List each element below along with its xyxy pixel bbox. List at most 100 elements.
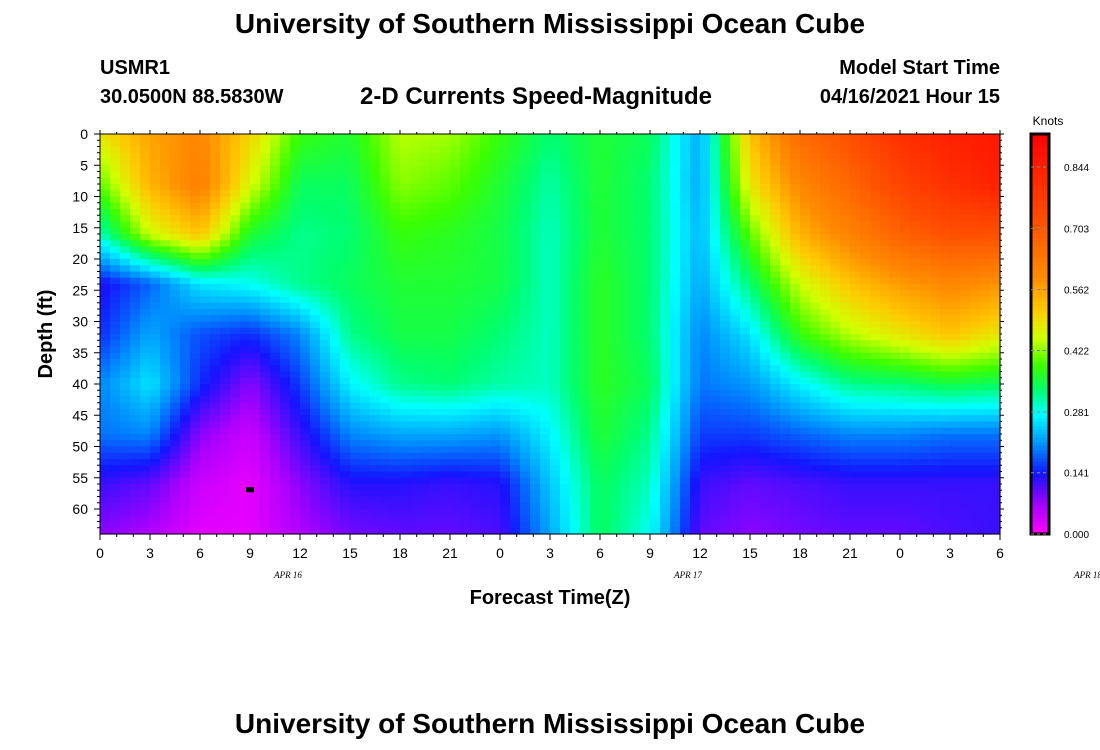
heatmap-cell (620, 415, 631, 423)
heatmap-cell (120, 359, 131, 366)
heatmap-cell (750, 365, 761, 373)
heatmap-cell (250, 290, 261, 298)
heatmap-cell (320, 196, 331, 204)
heatmap-cell (820, 209, 831, 216)
heatmap-cell (310, 309, 321, 316)
heatmap-cell (410, 359, 421, 366)
heatmap-cell (610, 365, 621, 373)
heatmap-cell (770, 402, 781, 410)
heatmap-cell (400, 202, 411, 210)
heatmap-cell (530, 190, 541, 198)
heatmap-cell (250, 227, 261, 235)
heatmap-cell (270, 434, 281, 441)
heatmap-cell (240, 396, 251, 404)
heatmap-cell (220, 140, 231, 148)
heatmap-cell (340, 340, 351, 348)
heatmap-cell (910, 209, 921, 216)
heatmap-cell (590, 409, 601, 416)
heatmap-cell (980, 277, 991, 285)
heatmap-cell (120, 240, 131, 248)
heatmap-cell (470, 359, 481, 366)
heatmap-cell (970, 315, 981, 323)
heatmap-cell (330, 159, 341, 166)
heatmap-cell (900, 284, 911, 291)
heatmap-cell (340, 459, 351, 466)
heatmap-cell (700, 227, 711, 235)
heatmap-cell (960, 190, 971, 198)
heatmap-cell (520, 334, 531, 341)
heatmap-cell (950, 377, 961, 385)
heatmap-cell (290, 171, 301, 179)
heatmap-cell (460, 427, 471, 435)
heatmap-cell (200, 284, 211, 291)
heatmap-cell (930, 215, 941, 223)
heatmap-cell (460, 240, 471, 248)
heatmap-cell (590, 246, 601, 254)
heatmap-cell (720, 171, 731, 179)
heatmap-cell (760, 452, 771, 460)
heatmap-cell (110, 315, 121, 323)
heatmap-cell (620, 346, 631, 354)
heatmap-cell (590, 402, 601, 410)
heatmap-cell (910, 302, 921, 310)
heatmap-cell (280, 365, 291, 373)
heatmap-cell (860, 415, 871, 423)
heatmap-cell (400, 234, 411, 241)
heatmap-cell (330, 152, 341, 160)
heatmap-cell (310, 471, 321, 479)
heatmap-cell (890, 346, 901, 354)
heatmap-cell (980, 371, 991, 379)
heatmap-cell (950, 446, 961, 454)
heatmap-cell (250, 396, 261, 404)
heatmap-cell (830, 240, 841, 248)
heatmap-cell (390, 271, 401, 279)
heatmap-cell (130, 402, 141, 410)
heatmap-cell (310, 277, 321, 285)
heatmap-cell (250, 465, 261, 473)
heatmap-cell (360, 252, 371, 260)
heatmap-cell (540, 365, 551, 373)
heatmap-cell (430, 446, 441, 454)
heatmap-cell (980, 352, 991, 360)
heatmap-cell (750, 340, 761, 348)
heatmap-cell (710, 334, 721, 341)
heatmap-cell (770, 190, 781, 198)
heatmap-cell (750, 140, 761, 148)
heatmap-cell (520, 459, 531, 466)
heatmap-cell (960, 227, 971, 235)
heatmap-cell (820, 434, 831, 441)
heatmap-cell (440, 221, 451, 229)
heatmap-cell (510, 146, 521, 154)
heatmap-cell (210, 227, 221, 235)
heatmap-cell (190, 346, 201, 354)
heatmap-cell (160, 371, 171, 379)
heatmap-cell (260, 227, 271, 235)
heatmap-cell (590, 365, 601, 373)
heatmap-cell (150, 171, 161, 179)
heatmap-cell (830, 421, 841, 429)
heatmap-cell (530, 390, 541, 398)
heatmap-cell (400, 271, 411, 279)
heatmap-cell (560, 396, 571, 404)
heatmap-cell (820, 440, 831, 448)
heatmap-cell (380, 152, 391, 160)
heatmap-cell (330, 465, 341, 473)
heatmap-cell (280, 209, 291, 216)
heatmap-cell (960, 427, 971, 435)
heatmap-cell (690, 209, 701, 216)
heatmap-cell (290, 184, 301, 191)
heatmap-cell (980, 146, 991, 154)
heatmap-cell (380, 240, 391, 248)
heatmap-cell (800, 184, 811, 191)
heatmap-cell (110, 290, 121, 298)
heatmap-cell (580, 184, 591, 191)
heatmap-cell (860, 434, 871, 441)
heatmap-cell (220, 390, 231, 398)
heatmap-cell (660, 146, 671, 154)
heatmap-cell (270, 352, 281, 360)
heatmap-cell (890, 384, 901, 391)
heatmap-cell (640, 409, 651, 416)
heatmap-cell (480, 215, 491, 223)
heatmap-cell (860, 177, 871, 185)
heatmap-cell (880, 259, 891, 266)
